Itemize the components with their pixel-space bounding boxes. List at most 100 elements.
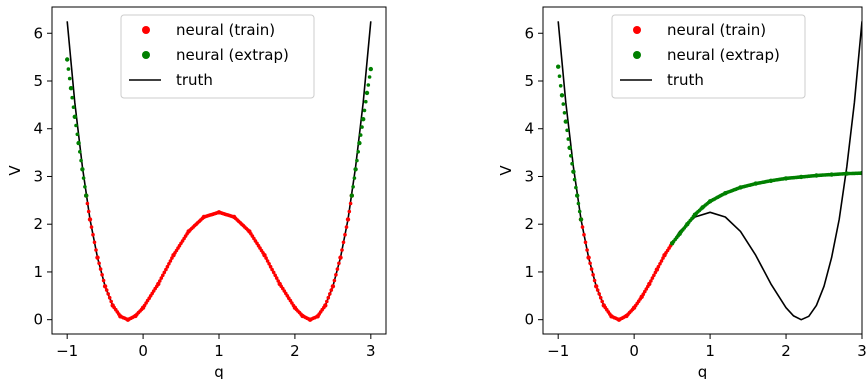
legend: neural (train) neural (extrap) truth [611, 14, 806, 99]
data-point-neural-extrap [364, 90, 370, 96]
data-point-neural-extrap [575, 193, 580, 198]
x-tick-label: 1 [214, 342, 224, 360]
data-point-neural-train [167, 262, 171, 266]
data-point-neural-train [291, 303, 296, 308]
data-point-neural-extrap [68, 86, 74, 91]
data-point-neural-train [273, 273, 278, 278]
data-point-neural-extrap [366, 83, 371, 87]
data-point-neural-extrap [84, 193, 89, 198]
data-point-neural-train [106, 292, 110, 296]
data-point-neural-extrap [858, 171, 862, 175]
data-point-neural-train [95, 255, 100, 260]
x-tick-label: 0 [138, 342, 148, 360]
data-point-neural-extrap [828, 172, 832, 177]
data-point-neural-extrap [83, 185, 87, 189]
data-point-neural-extrap [559, 93, 565, 98]
data-point-neural-train [337, 261, 341, 266]
data-point-neural-extrap [722, 192, 726, 196]
x-tick-label: −1 [547, 342, 569, 360]
data-point-neural-train [261, 251, 265, 255]
data-point-neural-train [159, 276, 164, 280]
data-point-neural-train [89, 225, 94, 229]
data-point-neural-train [264, 256, 268, 260]
x-tick-label: 2 [781, 342, 791, 360]
data-point-neural-train [299, 312, 303, 317]
data-point-neural-extrap [360, 125, 364, 129]
data-point-neural-extrap [72, 114, 78, 120]
plot-area [65, 21, 373, 322]
data-point-neural-train [597, 292, 601, 296]
legend-box [120, 14, 315, 99]
data-point-neural-train [659, 259, 664, 263]
data-point-neural-extrap [352, 176, 357, 180]
data-point-neural-extrap [577, 209, 582, 214]
data-point-neural-extrap [752, 182, 756, 186]
data-point-neural-train [165, 264, 170, 269]
legend-label-truth: truth [667, 71, 704, 89]
data-point-neural-train [598, 295, 603, 300]
data-point-neural-train [656, 264, 661, 269]
data-point-neural-train [162, 270, 167, 275]
data-point-neural-extrap [843, 171, 848, 176]
data-point-neural-train [164, 267, 168, 272]
x-tick-label: −1 [56, 342, 78, 360]
data-point-neural-extrap [76, 140, 81, 146]
data-point-neural-extrap [356, 150, 361, 154]
data-point-neural-train [649, 279, 653, 283]
data-point-neural-train [583, 240, 588, 245]
data-point-neural-train [661, 256, 665, 260]
data-point-neural-train [592, 278, 597, 283]
legend-marker-neural-extrap [633, 51, 641, 59]
legend-marker-neural-extrap [142, 51, 150, 59]
data-point-neural-extrap [737, 186, 741, 190]
legend-marker-neural-train [142, 26, 150, 34]
data-point-neural-train [270, 267, 274, 272]
y-tick-label: 0 [33, 311, 43, 329]
legend-label-neural-extrap: neural (extrap) [176, 46, 289, 64]
data-point-neural-extrap [571, 169, 576, 174]
data-point-neural-train [643, 289, 647, 294]
data-point-neural-train [325, 299, 329, 304]
y-tick-label: 5 [33, 72, 43, 90]
y-tick-label: 6 [33, 24, 43, 42]
data-point-neural-train [600, 299, 604, 304]
data-point-neural-train [98, 267, 103, 271]
data-point-neural-train [344, 225, 349, 229]
y-tick-label: 2 [524, 215, 534, 233]
data-point-neural-extrap [67, 76, 72, 81]
data-point-neural-extrap [699, 207, 703, 211]
legend-label-truth: truth [176, 71, 213, 89]
data-point-neural-extrap [566, 137, 571, 141]
data-point-neural-extrap [557, 74, 562, 78]
data-point-neural-extrap [563, 119, 568, 124]
y-tick-label: 0 [524, 311, 534, 329]
data-point-neural-extrap [684, 224, 688, 228]
data-point-neural-extrap [570, 161, 574, 166]
data-point-neural-extrap [66, 67, 71, 71]
data-point-neural-extrap [79, 158, 83, 163]
data-point-neural-train [168, 259, 173, 263]
data-point-neural-extrap [357, 140, 362, 146]
data-point-neural-train [117, 312, 121, 316]
data-point-neural-train [85, 201, 90, 206]
data-point-neural-extrap [78, 150, 82, 154]
data-point-neural-extrap [364, 99, 368, 104]
data-point-neural-train [345, 217, 351, 222]
data-point-neural-train [641, 292, 646, 297]
x-tick-label: 3 [857, 342, 867, 360]
data-point-neural-train [343, 232, 347, 237]
data-point-neural-train [348, 201, 353, 206]
data-point-neural-train [326, 295, 331, 300]
data-point-neural-train [276, 279, 281, 283]
x-tick-label: 3 [366, 342, 376, 360]
data-point-neural-train [132, 314, 136, 319]
data-point-neural-extrap [75, 132, 80, 137]
data-point-neural-train [92, 240, 97, 245]
y-tick-label: 4 [33, 120, 43, 138]
y-tick-label: 2 [33, 215, 43, 233]
y-tick-label: 3 [33, 167, 43, 185]
data-point-neural-extrap [70, 95, 74, 100]
data-point-neural-extrap [565, 128, 569, 133]
data-point-neural-extrap [349, 193, 354, 198]
